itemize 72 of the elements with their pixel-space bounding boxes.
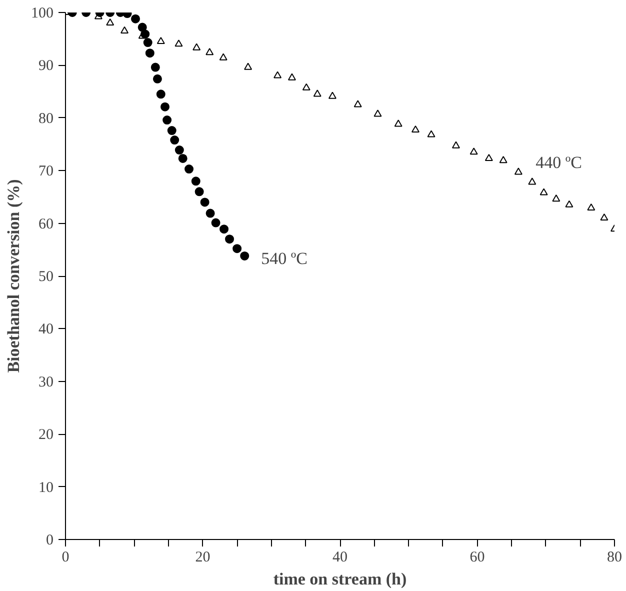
point bbox=[130, 14, 140, 24]
point bbox=[220, 224, 229, 234]
point bbox=[160, 102, 170, 112]
point bbox=[240, 251, 250, 260]
point bbox=[302, 83, 310, 90]
point bbox=[192, 43, 201, 50]
point bbox=[552, 194, 560, 202]
point bbox=[143, 38, 152, 48]
point bbox=[528, 178, 536, 185]
y-tick-label: 100 bbox=[31, 6, 54, 22]
x-tick-label: 0 bbox=[62, 550, 70, 566]
point bbox=[565, 200, 574, 208]
point bbox=[194, 187, 204, 196]
x-tick-label: 20 bbox=[195, 550, 210, 566]
annotation: 540 ºC bbox=[261, 249, 308, 268]
point bbox=[206, 48, 214, 56]
point bbox=[150, 62, 160, 72]
point bbox=[394, 120, 402, 127]
point bbox=[540, 188, 548, 196]
y-tick-label: 50 bbox=[38, 269, 54, 285]
point bbox=[328, 92, 336, 99]
x-axis-title: time on stream (h) bbox=[273, 570, 407, 588]
point bbox=[120, 26, 129, 34]
point bbox=[167, 126, 176, 136]
point bbox=[162, 116, 172, 124]
point bbox=[106, 18, 114, 26]
y-tick-label: 20 bbox=[38, 427, 54, 444]
y-axis-title: Bioethanol conversion (%) bbox=[4, 179, 23, 373]
point bbox=[174, 40, 183, 47]
y-tick-label: 40 bbox=[38, 322, 54, 338]
point bbox=[225, 234, 234, 244]
x-tick-label: 40 bbox=[332, 550, 348, 566]
y-tick-label: 0 bbox=[46, 532, 54, 548]
y-tick-label: 60 bbox=[38, 216, 54, 232]
point bbox=[170, 136, 180, 145]
point bbox=[145, 48, 154, 58]
point bbox=[232, 244, 242, 254]
point bbox=[178, 154, 188, 163]
point bbox=[174, 146, 184, 155]
point bbox=[191, 176, 200, 186]
point bbox=[600, 213, 608, 221]
y-tick-label: 30 bbox=[38, 374, 54, 390]
y-tick-label: 10 bbox=[38, 480, 54, 496]
x-tick-label: 80 bbox=[607, 550, 622, 566]
point bbox=[499, 156, 508, 164]
point bbox=[484, 154, 493, 161]
point bbox=[244, 62, 252, 70]
point bbox=[374, 110, 382, 117]
point bbox=[470, 148, 478, 155]
y-tick-label: 70 bbox=[38, 164, 54, 180]
point bbox=[152, 74, 162, 84]
point bbox=[138, 22, 147, 32]
point bbox=[427, 130, 436, 138]
point bbox=[313, 90, 322, 97]
point bbox=[514, 168, 522, 175]
point bbox=[206, 208, 215, 218]
annotation: 440 ºC bbox=[536, 153, 582, 172]
point bbox=[211, 218, 220, 228]
y-tick-label: 80 bbox=[38, 110, 54, 127]
point bbox=[219, 53, 228, 60]
point bbox=[156, 90, 166, 99]
point bbox=[274, 71, 282, 78]
point bbox=[184, 164, 194, 174]
point bbox=[452, 141, 460, 148]
point bbox=[354, 100, 362, 108]
y-tick-label: 90 bbox=[38, 58, 54, 74]
point bbox=[156, 36, 165, 44]
point bbox=[200, 198, 210, 207]
point bbox=[587, 203, 596, 211]
point bbox=[411, 125, 420, 133]
point bbox=[288, 73, 296, 80]
x-tick-label: 60 bbox=[470, 550, 485, 566]
